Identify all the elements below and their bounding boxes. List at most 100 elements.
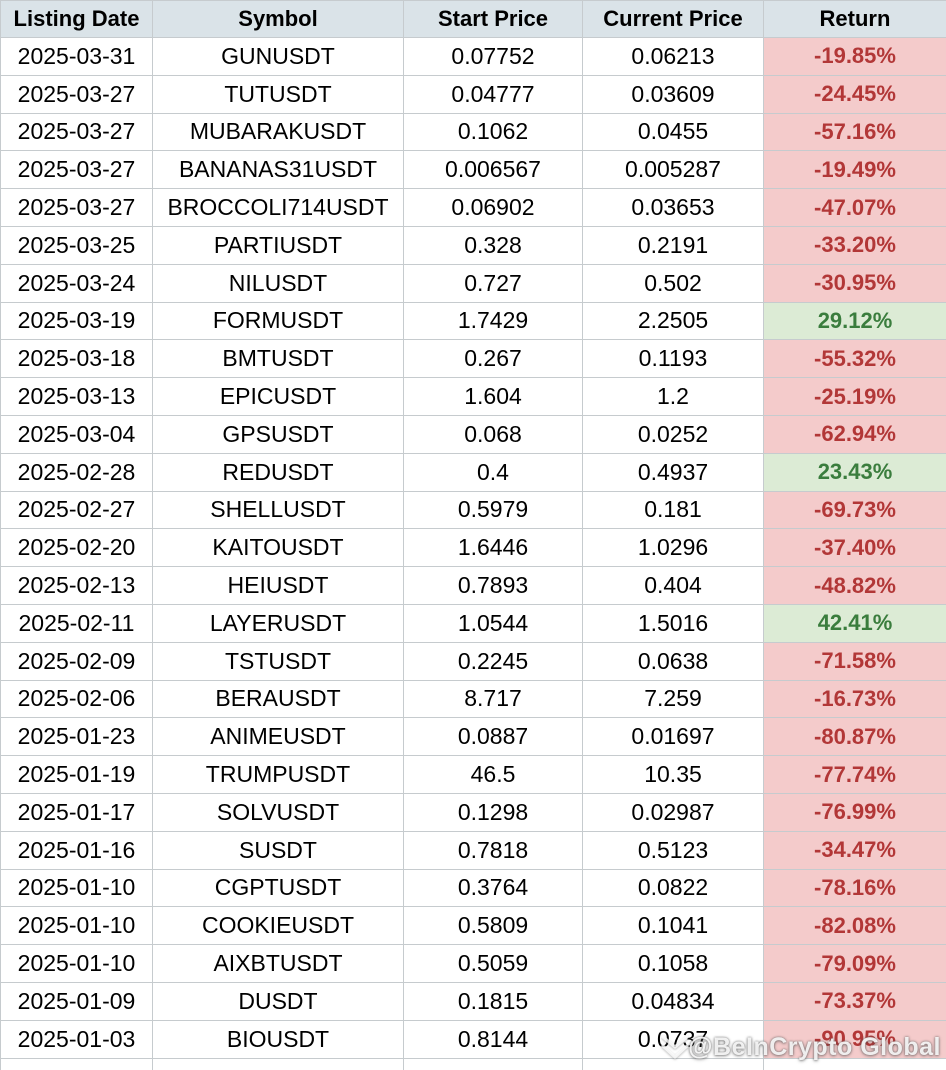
listing-date-cell: 2025-02-06 xyxy=(0,679,153,719)
return-cell: -73.37% xyxy=(763,981,946,1021)
start-price-cell: 0.07752 xyxy=(403,37,583,76)
start-price-cell: 0.1815 xyxy=(403,981,583,1021)
current-price-cell: 0.06213 xyxy=(582,37,764,76)
symbol-cell: KAITOUSDT xyxy=(152,528,404,568)
start-price-cell: 0.267 xyxy=(403,339,583,379)
current-price-cell: 0.1041 xyxy=(582,906,764,946)
current-price-cell: 0.502 xyxy=(582,263,764,303)
return-cell: -82.08% xyxy=(763,906,946,946)
symbol-cell: SUSDT xyxy=(152,830,404,870)
return-cell: -76.99% xyxy=(763,792,946,832)
current-price-cell: 1.2 xyxy=(582,377,764,416)
column-header-symbol: Symbol xyxy=(152,0,404,38)
table-row: 2025-02-09 TSTUSDT 0.2245 0.0638 -71.58% xyxy=(0,641,946,681)
return-cell: -19.85% xyxy=(763,37,946,76)
start-price-cell: 0.7818 xyxy=(403,830,583,870)
table-row: 2025-01-17 SOLVUSDT 0.1298 0.02987 -76.9… xyxy=(0,792,946,832)
symbol-cell: EPICUSDT xyxy=(152,377,404,416)
return-cell: 29.12% xyxy=(763,301,946,341)
symbol-cell: LAYERUSDT xyxy=(152,603,404,643)
start-price-cell: 1.604 xyxy=(403,377,583,416)
table-row: 2025-03-25 PARTIUSDT 0.328 0.2191 -33.20… xyxy=(0,225,946,265)
return-cell: -55.32% xyxy=(763,339,946,379)
column-header-current-price: Current Price xyxy=(582,0,764,38)
listing-date-cell: 2025-03-18 xyxy=(0,339,153,379)
return-cell: -30.95% xyxy=(763,263,946,303)
listing-date-cell: 2025-03-04 xyxy=(0,414,153,454)
symbol-cell: BIOUSDT xyxy=(152,1019,404,1059)
return-cell: -37.40% xyxy=(763,528,946,568)
return-cell: -24.45% xyxy=(763,74,946,114)
start-price-cell: 0.04777 xyxy=(403,74,583,114)
current-price-cell: 1.0296 xyxy=(582,528,764,568)
table-row: 2025-02-11 LAYERUSDT 1.0544 1.5016 42.41… xyxy=(0,603,946,643)
current-price-cell: 7.259 xyxy=(582,679,764,719)
listing-date-cell: 2025-03-27 xyxy=(0,188,153,227)
return-cell: -69.73% xyxy=(763,490,946,530)
return-cell: -33.20% xyxy=(763,225,946,265)
return-cell: 42.41% xyxy=(763,603,946,643)
symbol-cell: HEIUSDT xyxy=(152,566,404,605)
listing-date-cell: 2025-02-11 xyxy=(0,603,153,643)
table-row: 2025-02-28 REDUSDT 0.4 0.4937 23.43% xyxy=(0,452,946,492)
listing-date-cell: 2025-03-31 xyxy=(0,37,153,76)
symbol-cell: FORMUSDT xyxy=(152,301,404,341)
symbol-cell: MUBARAKUSDT xyxy=(152,112,404,152)
symbol-cell: PARTIUSDT xyxy=(152,225,404,265)
start-price-cell: 0.4 xyxy=(403,452,583,492)
symbol-cell: AIXBTUSDT xyxy=(152,944,404,983)
table-row: 2025-01-16 SUSDT 0.7818 0.5123 -34.47% xyxy=(0,830,946,870)
listing-date-cell: 2025-01-03 xyxy=(0,1019,153,1059)
return-cell: -57.16% xyxy=(763,112,946,152)
table-row: 2025-03-27 BROCCOLI714USDT 0.06902 0.036… xyxy=(0,188,946,227)
listing-date-cell: 2025-03-27 xyxy=(0,74,153,114)
current-price-cell: 0.5123 xyxy=(582,830,764,870)
current-price-cell: 0.0455 xyxy=(582,112,764,152)
current-price-cell: 0.1058 xyxy=(582,944,764,983)
start-price-cell: 0.006567 xyxy=(403,150,583,190)
listing-date-cell: 2025-01-10 xyxy=(0,944,153,983)
symbol-cell: REDUSDT xyxy=(152,452,404,492)
start-price-cell: 0.5059 xyxy=(403,944,583,983)
current-price-cell: 0.0822 xyxy=(582,868,764,908)
start-price-cell: 0.3764 xyxy=(403,868,583,908)
start-price-cell: 0.1298 xyxy=(403,792,583,832)
start-price-cell: 0.068 xyxy=(403,414,583,454)
return-cell: -90.95% xyxy=(763,1019,946,1059)
symbol-cell: GUNUSDT xyxy=(152,37,404,76)
start-price-cell: 8.717 xyxy=(403,679,583,719)
start-price-cell: 46.5 xyxy=(403,755,583,794)
symbol-cell: DUSDT xyxy=(152,981,404,1021)
current-price-cell: 0.0737 xyxy=(582,1019,764,1059)
table-row: 2025-03-04 GPSUSDT 0.068 0.0252 -62.94% xyxy=(0,414,946,454)
listing-date-cell: 2025-02-27 xyxy=(0,490,153,530)
return-cell: -78.16% xyxy=(763,868,946,908)
start-price-cell: 0.06902 xyxy=(403,188,583,227)
listing-date-cell: 2025-01-10 xyxy=(0,906,153,946)
start-price-cell: 0.1062 xyxy=(403,112,583,152)
table-row: 2025-01-09 DUSDT 0.1815 0.04834 -73.37% xyxy=(0,981,946,1021)
current-price-cell: 0.01697 xyxy=(582,717,764,757)
return-cell: -34.47% xyxy=(763,830,946,870)
table-row: 2025-02-20 KAITOUSDT 1.6446 1.0296 -37.4… xyxy=(0,528,946,568)
start-price-cell: 1.6446 xyxy=(403,528,583,568)
column-header-start-price: Start Price xyxy=(403,0,583,38)
current-price-cell: 0.0638 xyxy=(582,641,764,681)
table-row: 2025-01-10 COOKIEUSDT 0.5809 0.1041 -82.… xyxy=(0,906,946,946)
current-price-cell: 0.1193 xyxy=(582,339,764,379)
current-price-cell: 0.2191 xyxy=(582,225,764,265)
table-row: 2025-01-23 ANIMEUSDT 0.0887 0.01697 -80.… xyxy=(0,717,946,757)
return-cell: -71.58% xyxy=(763,641,946,681)
table-row: 2025-03-27 MUBARAKUSDT 0.1062 0.0455 -57… xyxy=(0,112,946,152)
table-row: 2025-03-18 BMTUSDT 0.267 0.1193 -55.32% xyxy=(0,339,946,379)
start-price-cell: 0.8144 xyxy=(403,1019,583,1059)
symbol-cell: BANANAS31USDT xyxy=(152,150,404,190)
current-price-cell: 0.4937 xyxy=(582,452,764,492)
listing-date-cell: 2025-01-19 xyxy=(0,755,153,794)
symbol-cell: SOLVUSDT xyxy=(152,792,404,832)
return-cell: -62.94% xyxy=(763,414,946,454)
start-price-cell: 1.7429 xyxy=(403,301,583,341)
listing-date-cell: 2025-03-27 xyxy=(0,112,153,152)
